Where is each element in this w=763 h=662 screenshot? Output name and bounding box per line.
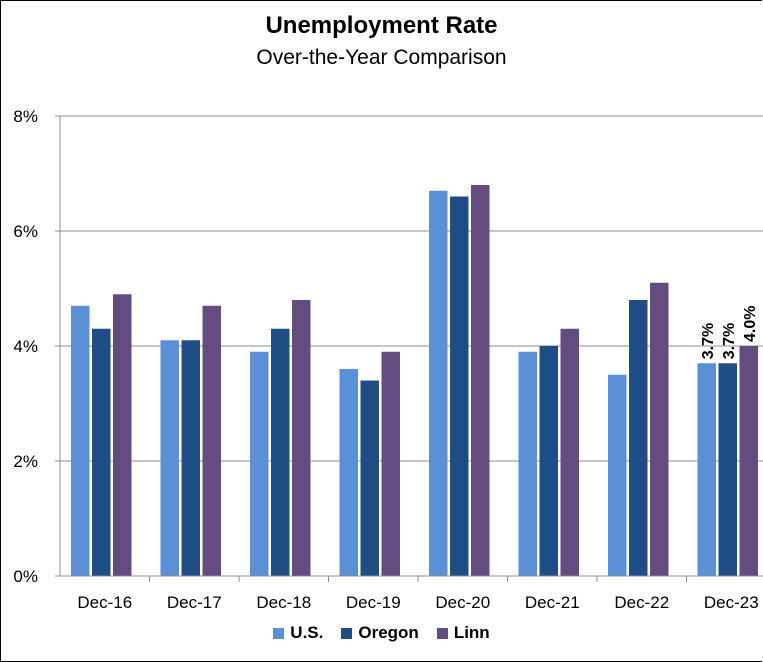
bar [202, 305, 221, 576]
chart-title: Unemployment Rate [265, 12, 498, 39]
bar [429, 190, 448, 576]
legend-swatch-linn [436, 627, 448, 639]
legend-item-oregon: Oregon [341, 623, 419, 643]
bar [650, 282, 669, 576]
x-tick-label: Dec-17 [167, 593, 222, 612]
legend-swatch-us [273, 627, 285, 639]
legend-label-oregon: Oregon [358, 623, 419, 642]
bar [113, 294, 132, 576]
bar [608, 374, 627, 576]
bar [160, 340, 179, 576]
x-tick-label: Dec-21 [525, 593, 580, 612]
data-label: 3.7% [700, 323, 717, 359]
y-tick-label: 4% [13, 337, 38, 356]
bar [718, 363, 737, 576]
bar [629, 300, 648, 576]
bar [360, 380, 379, 576]
legend-swatch-oregon [341, 627, 353, 639]
x-tick-label: Dec-22 [614, 593, 669, 612]
bar [539, 346, 558, 576]
x-tick-label: Dec-18 [256, 593, 311, 612]
data-label: 4.0% [742, 306, 759, 342]
x-tick-label: Dec-20 [435, 593, 490, 612]
y-tick-label: 0% [13, 567, 38, 586]
x-tick-label: Dec-23 [704, 593, 759, 612]
legend-label-us: U.S. [290, 623, 324, 642]
x-tick-label: Dec-16 [77, 593, 132, 612]
bar [381, 351, 400, 576]
bar [292, 300, 311, 576]
bar [339, 369, 358, 576]
bar [518, 351, 537, 576]
bar [250, 351, 269, 576]
data-label: 3.7% [721, 323, 738, 359]
legend: U.S. Oregon Linn [0, 623, 763, 643]
legend-item-linn: Linn [436, 623, 490, 643]
bar [697, 363, 716, 576]
bar [92, 328, 111, 576]
chart-subtitle: Over-the-Year Comparison [256, 46, 507, 69]
y-tick-label: 2% [13, 452, 38, 471]
x-tick-label: Dec-19 [346, 593, 401, 612]
bar [471, 185, 490, 576]
bar [181, 340, 200, 576]
bar [739, 346, 758, 576]
legend-item-us: U.S. [273, 623, 323, 643]
y-tick-label: 8% [13, 107, 38, 126]
y-tick-label: 6% [13, 222, 38, 241]
legend-label-linn: Linn [453, 623, 490, 642]
bar [271, 328, 290, 576]
bar [71, 305, 90, 576]
bar [450, 196, 469, 576]
bar [560, 328, 579, 576]
